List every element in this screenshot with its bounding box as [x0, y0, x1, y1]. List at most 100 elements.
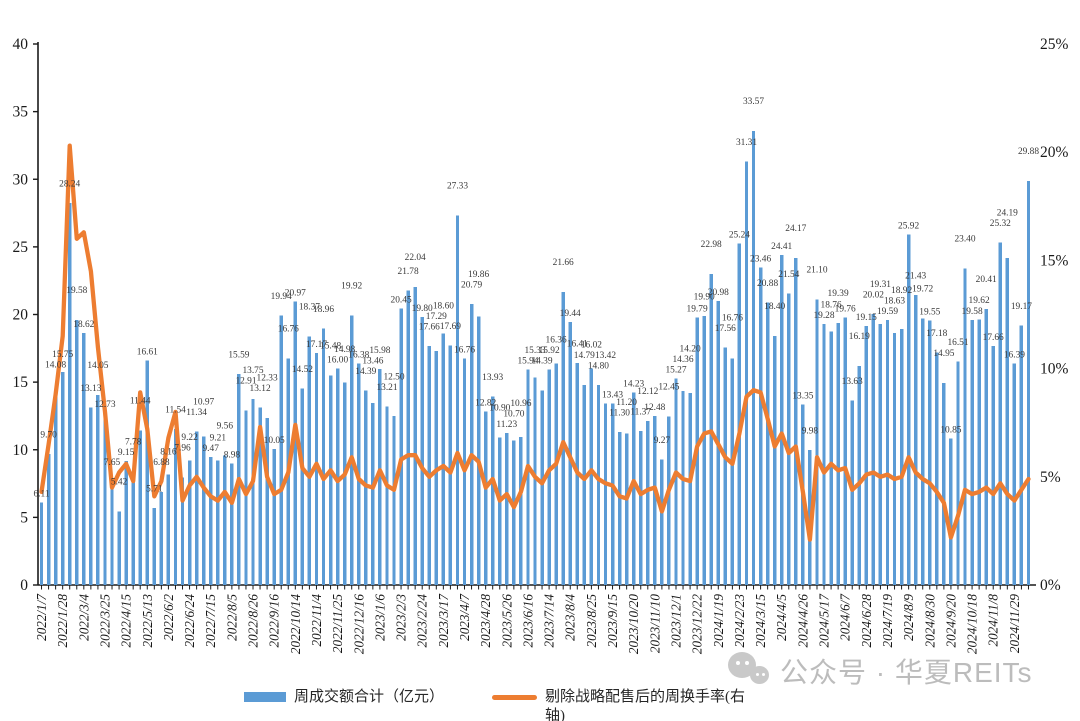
svg-text:5%: 5%	[1040, 469, 1061, 486]
svg-text:19.72: 19.72	[912, 284, 933, 294]
svg-text:2024/2/23: 2024/2/23	[732, 594, 747, 648]
svg-text:2022/6/2: 2022/6/2	[161, 594, 176, 641]
svg-text:19.94: 19.94	[271, 292, 292, 302]
svg-text:5: 5	[20, 509, 28, 526]
svg-text:19.90: 19.90	[694, 292, 715, 302]
svg-text:2022/9/16: 2022/9/16	[267, 594, 282, 648]
svg-text:23.40: 23.40	[954, 235, 975, 245]
svg-text:9.21: 9.21	[210, 433, 227, 443]
svg-text:2022/12/16: 2022/12/16	[351, 594, 366, 654]
svg-text:2023/1/6: 2023/1/6	[372, 594, 387, 641]
svg-text:2024/6/7: 2024/6/7	[838, 593, 853, 641]
svg-text:13.46: 13.46	[362, 356, 383, 366]
svg-text:14.36: 14.36	[672, 355, 693, 365]
svg-text:18.92: 18.92	[891, 286, 912, 296]
svg-text:2022/10/14: 2022/10/14	[288, 594, 303, 654]
svg-text:2024/4/5: 2024/4/5	[774, 594, 789, 641]
svg-text:27.33: 27.33	[447, 181, 468, 191]
svg-text:2024/10/18: 2024/10/18	[965, 594, 980, 654]
svg-text:13.35: 13.35	[792, 391, 813, 401]
svg-text:12.91: 12.91	[235, 376, 256, 386]
svg-text:13.75: 13.75	[242, 366, 263, 376]
svg-text:2022/6/24: 2022/6/24	[182, 594, 197, 648]
line-series[interactable]	[39, 143, 1031, 542]
svg-text:13.21: 13.21	[376, 383, 397, 393]
svg-text:10.85: 10.85	[940, 425, 961, 435]
svg-text:18.96: 18.96	[313, 305, 334, 315]
left-axis: 0 5 10 15 20 25 30 35 40	[13, 36, 38, 594]
bar-series-swatch	[244, 692, 286, 702]
svg-text:19.62: 19.62	[969, 296, 990, 306]
svg-text:19.15: 19.15	[856, 313, 877, 323]
svg-text:9.47: 9.47	[202, 444, 219, 454]
svg-text:2023/2/3: 2023/2/3	[394, 594, 409, 641]
svg-text:18.37: 18.37	[299, 303, 320, 313]
svg-text:16.02: 16.02	[581, 341, 602, 351]
svg-text:28.24: 28.24	[59, 180, 80, 190]
svg-text:25: 25	[13, 239, 29, 256]
legend-item-line-series[interactable]: 剔除战略配售后的周换手率(右轴)	[492, 688, 745, 721]
svg-text:12.50: 12.50	[383, 372, 404, 382]
right-axis: 0% 5% 10% 15% 20% 25%	[1040, 36, 1069, 594]
svg-text:2022/7/15: 2022/7/15	[203, 594, 218, 648]
svg-text:23.46: 23.46	[750, 255, 771, 265]
svg-text:11.30: 11.30	[609, 409, 630, 419]
svg-text:2022/1/7: 2022/1/7	[34, 593, 49, 641]
svg-text:16.39: 16.39	[1004, 350, 1025, 360]
svg-text:17.18: 17.18	[926, 329, 947, 339]
svg-text:20.41: 20.41	[976, 275, 997, 285]
svg-text:19.59: 19.59	[877, 307, 898, 317]
chart-legend: 周成交额合计（亿元） 剔除战略配售后的周换手率(右轴)	[0, 684, 1080, 721]
svg-text:17.29: 17.29	[426, 312, 447, 322]
svg-text:25.32: 25.32	[990, 219, 1011, 229]
svg-text:14.95: 14.95	[933, 349, 954, 359]
svg-text:15: 15	[13, 374, 29, 391]
svg-text:14.39: 14.39	[531, 356, 552, 366]
svg-text:2023/4/7: 2023/4/7	[457, 593, 472, 641]
svg-text:2023/3/17: 2023/3/17	[436, 593, 451, 648]
svg-text:2023/9/15: 2023/9/15	[605, 594, 620, 648]
svg-text:21.66: 21.66	[553, 258, 574, 268]
svg-text:2024/7/19: 2024/7/19	[880, 594, 895, 648]
svg-text:11.20: 11.20	[616, 398, 637, 408]
svg-text:19.76: 19.76	[835, 305, 856, 315]
legend-item-bar-series[interactable]: 周成交额合计（亿元）	[244, 688, 444, 707]
svg-text:14.79: 14.79	[574, 351, 595, 361]
svg-text:15.33: 15.33	[524, 346, 545, 356]
svg-text:19.79: 19.79	[687, 304, 708, 314]
svg-text:2023/8/25: 2023/8/25	[584, 594, 599, 648]
svg-text:18.60: 18.60	[433, 302, 454, 312]
svg-text:14.52: 14.52	[292, 365, 313, 375]
svg-text:2024/8/9: 2024/8/9	[901, 594, 916, 641]
svg-text:2024/11/29: 2024/11/29	[1007, 594, 1022, 654]
svg-text:20: 20	[13, 307, 29, 324]
svg-text:16.51: 16.51	[947, 338, 968, 348]
svg-text:13.63: 13.63	[842, 377, 863, 387]
svg-text:2023/6/16: 2023/6/16	[521, 594, 536, 648]
svg-text:10.70: 10.70	[503, 410, 524, 420]
svg-text:2023/5/26: 2023/5/26	[499, 594, 514, 648]
svg-text:7.96: 7.96	[174, 443, 191, 453]
svg-text:2022/3/25: 2022/3/25	[98, 594, 113, 648]
svg-text:2023/12/1: 2023/12/1	[669, 594, 684, 647]
svg-text:14.23: 14.23	[623, 380, 644, 390]
svg-text:18.63: 18.63	[884, 297, 905, 307]
svg-text:18.62: 18.62	[73, 320, 94, 330]
svg-text:2023/10/20: 2023/10/20	[626, 594, 641, 654]
svg-text:5.71: 5.71	[146, 484, 163, 494]
svg-text:12.33: 12.33	[257, 374, 278, 384]
svg-text:16.76: 16.76	[278, 324, 299, 334]
svg-text:10: 10	[13, 442, 29, 459]
svg-text:15.27: 15.27	[665, 366, 686, 376]
svg-text:20.98: 20.98	[708, 288, 729, 298]
svg-text:2023/8/4: 2023/8/4	[563, 594, 578, 641]
svg-text:14.98: 14.98	[334, 345, 355, 355]
svg-text:19.28: 19.28	[813, 311, 834, 321]
svg-text:11.37: 11.37	[630, 408, 651, 418]
svg-text:6.88: 6.88	[153, 458, 170, 468]
svg-text:12.12: 12.12	[637, 387, 658, 397]
svg-text:0%: 0%	[1040, 577, 1061, 594]
svg-text:2022/8/26: 2022/8/26	[246, 594, 261, 648]
svg-text:5.42: 5.42	[111, 478, 128, 488]
